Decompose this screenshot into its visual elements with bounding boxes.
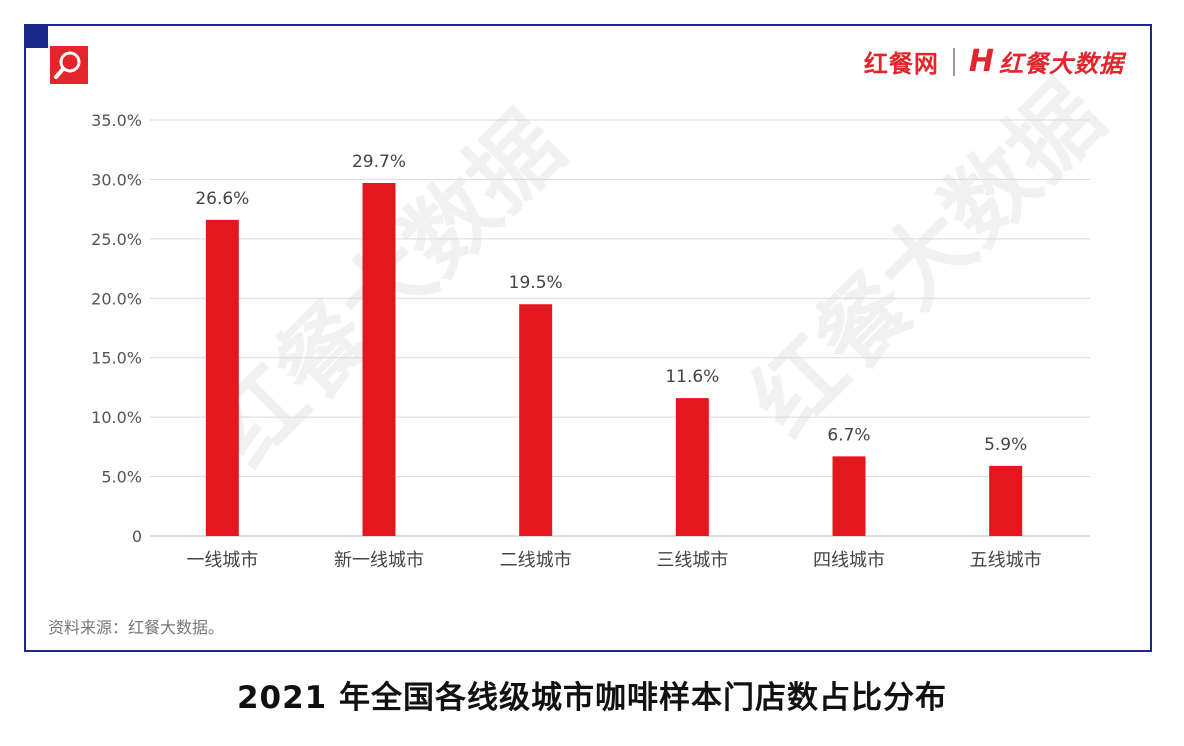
x-tick-label: 三线城市 bbox=[656, 550, 728, 571]
value-labels: 26.6% 29.7% 19.5% 11.6% 6.7% 5.9% bbox=[195, 152, 1027, 455]
brand-secondary-group: H 红餐大数据 bbox=[969, 44, 1124, 79]
y-tick-label: 0 bbox=[132, 527, 142, 546]
bar bbox=[989, 465, 1023, 536]
y-tick-label: 20.0% bbox=[91, 289, 142, 308]
brand-divider bbox=[952, 47, 955, 76]
data-label: 19.5% bbox=[509, 273, 563, 293]
data-label: 6.7% bbox=[827, 425, 870, 445]
bar bbox=[205, 219, 239, 536]
bars bbox=[205, 182, 1023, 536]
chart-caption: 2021 年全国各线级城市咖啡样本门店数占比分布 bbox=[236, 680, 948, 716]
bar bbox=[832, 456, 866, 536]
x-tick-label: 新一线城市 bbox=[334, 550, 424, 571]
brand-header: 红餐网 H 红餐大数据 bbox=[864, 44, 1124, 79]
x-tick-label: 一线城市 bbox=[186, 550, 258, 571]
data-label: 11.6% bbox=[665, 367, 719, 387]
y-tick-label: 15.0% bbox=[91, 349, 142, 368]
bar bbox=[362, 182, 396, 536]
y-tick-label: 30.0% bbox=[91, 170, 142, 189]
y-tick-label: 25.0% bbox=[91, 230, 142, 249]
source-note: 资料来源：红餐大数据。 bbox=[48, 618, 225, 637]
x-tick-label: 五线城市 bbox=[970, 550, 1042, 571]
y-tick-label: 10.0% bbox=[91, 408, 142, 427]
corner-mark bbox=[24, 24, 48, 48]
y-axis: 0 5.0% 10.0% 15.0% 20.0% 25.0% 30.0% 35.0% bbox=[91, 111, 142, 546]
y-tick-label: 5.0% bbox=[101, 468, 142, 487]
bar bbox=[519, 304, 553, 536]
search-icon bbox=[54, 51, 81, 79]
y-tick-label: 35.0% bbox=[91, 111, 142, 130]
brand-h-logo: H bbox=[968, 44, 995, 79]
brand-secondary: 红餐大数据 bbox=[999, 50, 1124, 78]
watermark-right: 红餐大数据 bbox=[731, 63, 1123, 455]
gridlines bbox=[150, 119, 1090, 537]
search-badge bbox=[50, 46, 88, 84]
x-tick-label: 二线城市 bbox=[500, 550, 572, 571]
bar bbox=[675, 398, 709, 536]
brand-primary: 红餐网 bbox=[863, 50, 939, 78]
data-label: 29.7% bbox=[352, 152, 406, 172]
x-axis: 一线城市 新一线城市 二线城市 三线城市 四线城市 五线城市 bbox=[186, 550, 1041, 571]
watermarks: 红餐大数据 红餐大数据 bbox=[191, 63, 1123, 485]
data-label: 26.6% bbox=[195, 189, 249, 209]
data-label: 5.9% bbox=[984, 435, 1027, 455]
x-tick-label: 四线城市 bbox=[813, 550, 885, 571]
